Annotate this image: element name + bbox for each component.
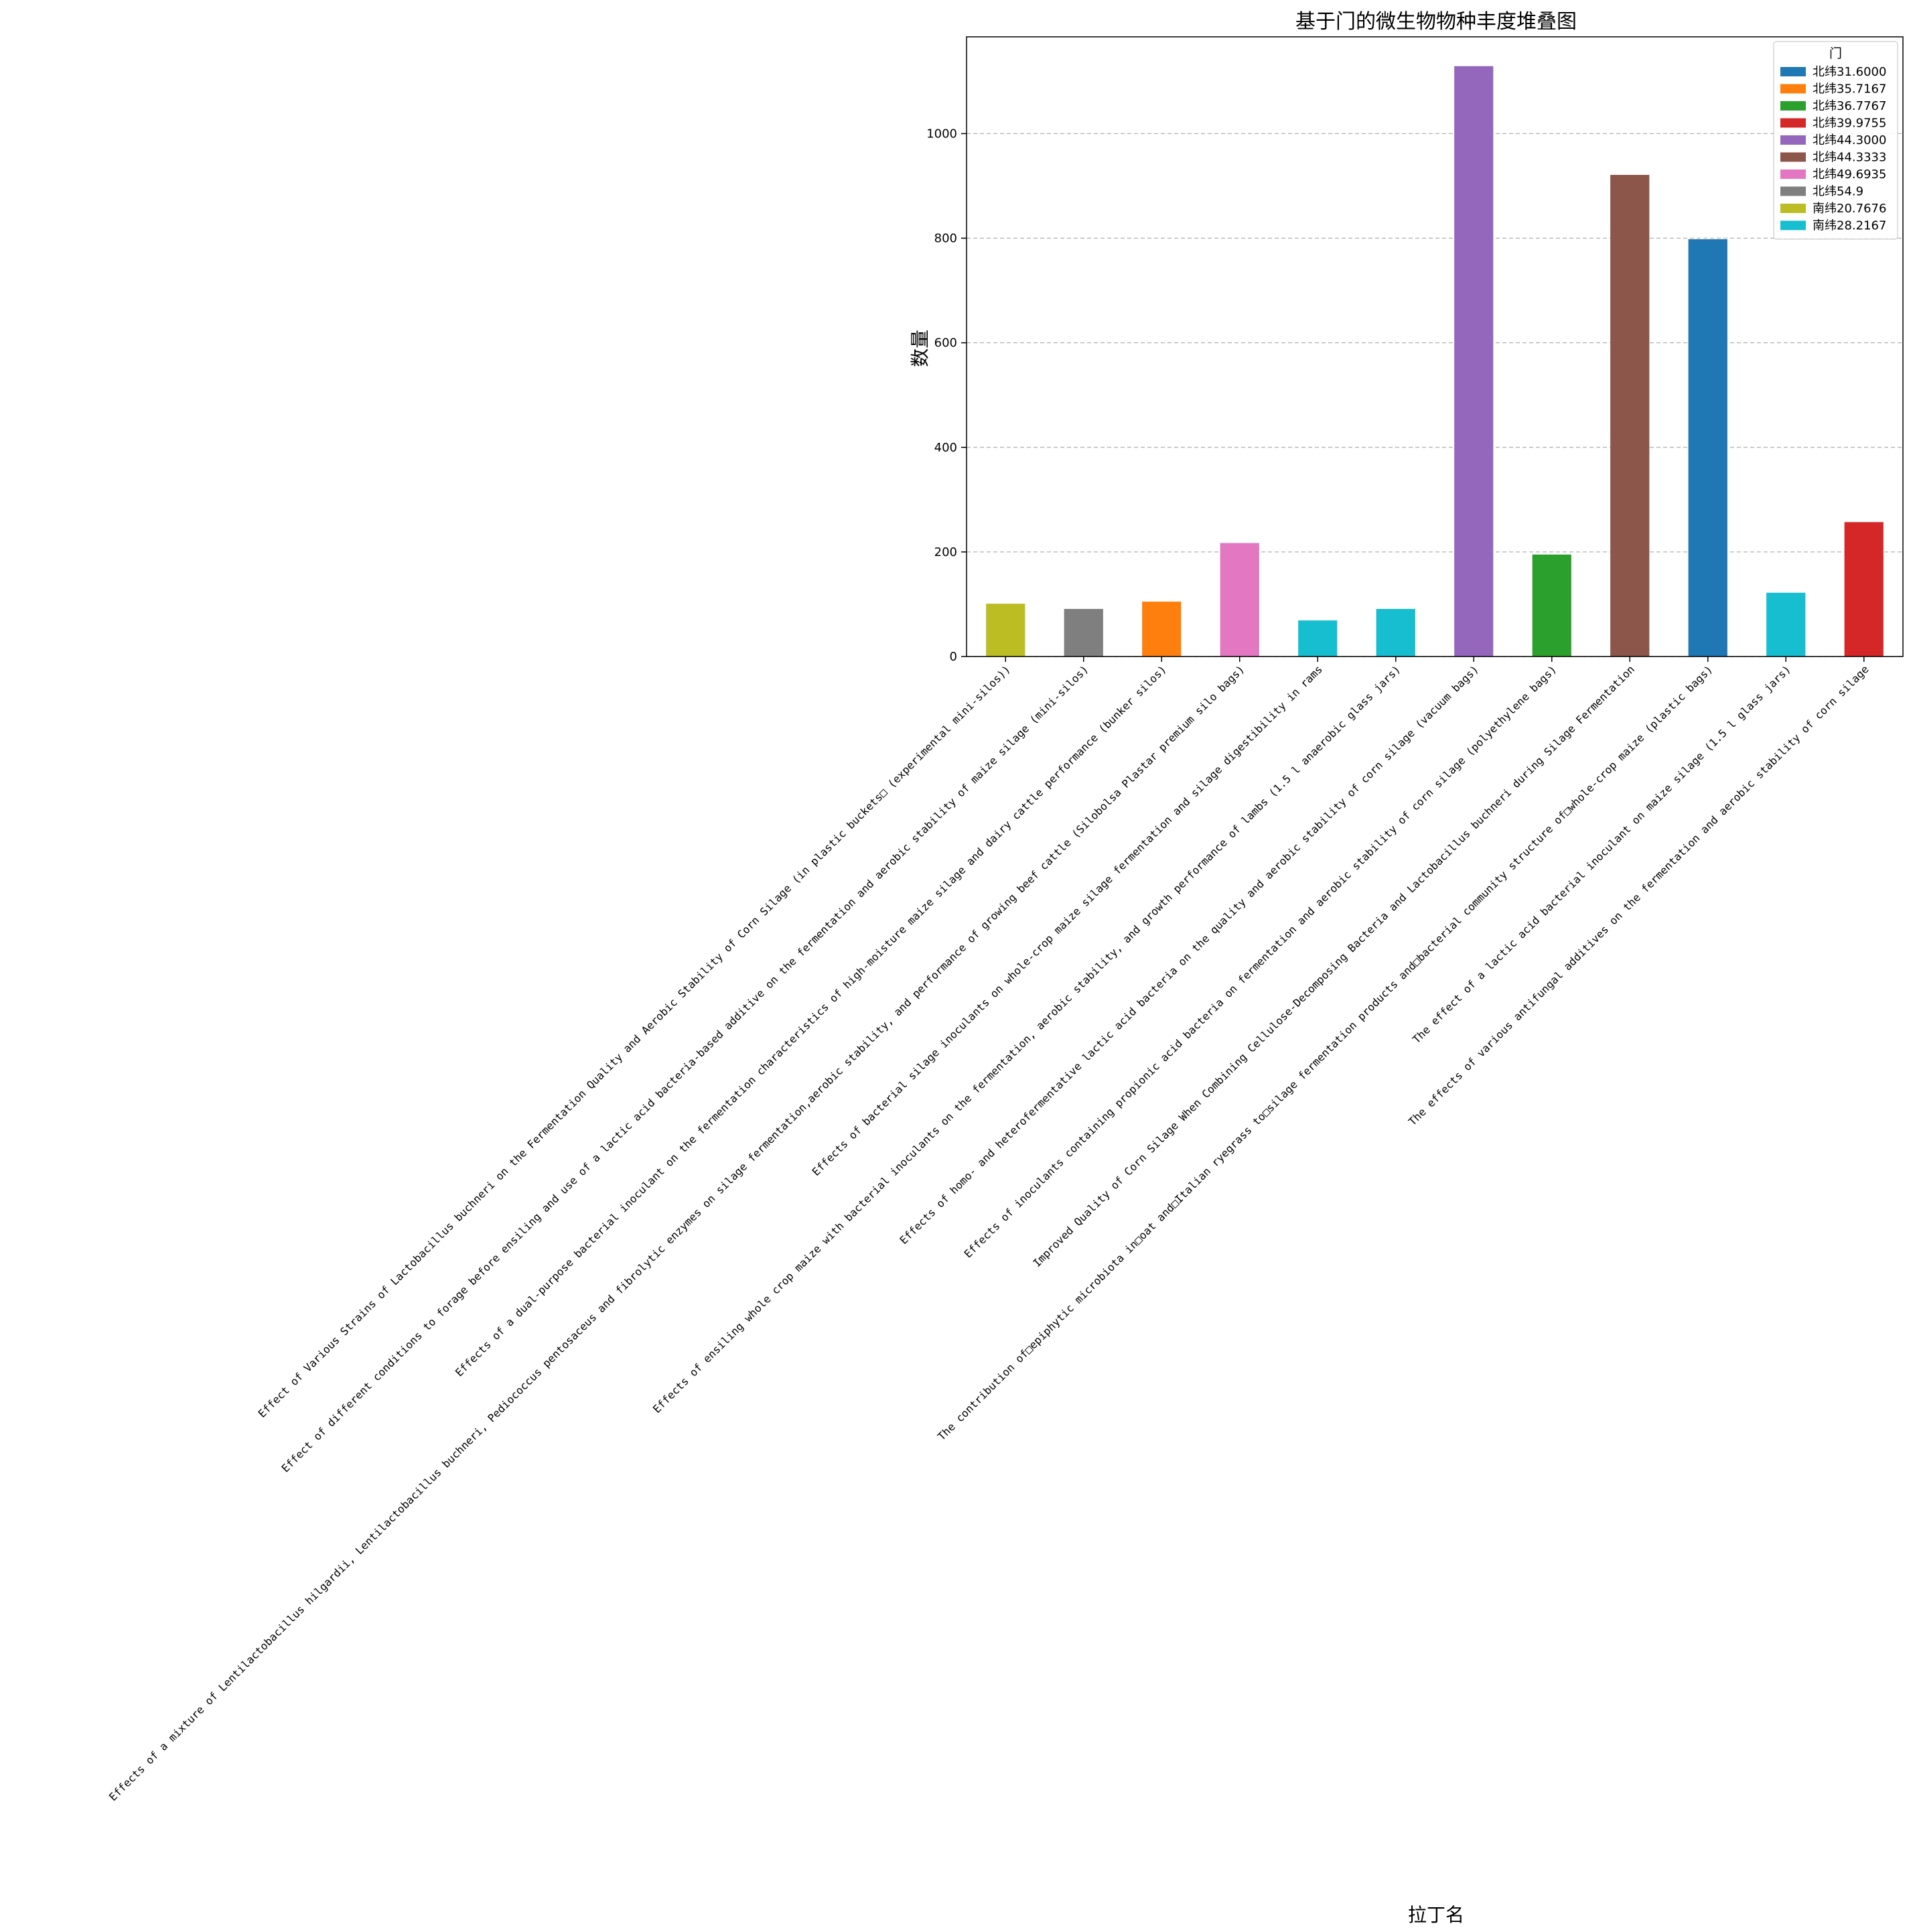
bar (986, 604, 1025, 657)
bar (1532, 554, 1571, 657)
x-tick-label: Effect of different conditions to forage… (279, 663, 1090, 1474)
bar (1376, 608, 1415, 657)
y-axis-label: 数量 (909, 330, 931, 367)
y-axis-ticks: 0 200 400 600 800 1000 (926, 127, 967, 664)
x-tick-label: Effect of Various Strains of Lactobacill… (256, 663, 1013, 1420)
bar (1844, 522, 1884, 657)
legend-swatch (1780, 118, 1806, 128)
bar (1454, 66, 1494, 657)
chart-title: 基于门的微生物物种丰度堆叠图 (1295, 10, 1577, 33)
y-tick-label: 800 (934, 232, 957, 246)
x-axis-label: 拉丁名 (1408, 1904, 1464, 1926)
legend-entry: 南纬20.7676 (1813, 202, 1886, 216)
x-tick-label: Effects of homo- and heterofermentative … (897, 663, 1481, 1247)
bar (1220, 543, 1259, 657)
legend-swatch (1780, 67, 1806, 76)
legend-entry: 北纬44.3333 (1813, 151, 1886, 165)
y-tick-label: 200 (934, 545, 957, 559)
bar (1142, 602, 1182, 657)
bar (1610, 175, 1650, 657)
legend-swatch (1780, 135, 1806, 145)
legend-swatch (1780, 101, 1806, 111)
legend-entry: 北纬54.9 (1813, 185, 1863, 199)
legend-entry: 北纬49.6935 (1813, 167, 1886, 182)
y-tick-label: 1000 (926, 127, 957, 141)
legend-swatch (1780, 169, 1806, 179)
y-tick-label: 400 (934, 441, 957, 455)
y-tick-label: 600 (934, 336, 957, 350)
x-tick-label: Effects of inoculants containing propion… (961, 663, 1559, 1260)
legend-swatch (1780, 84, 1806, 94)
legend-entry: 北纬44.3000 (1813, 133, 1886, 147)
legend-entry: 北纬39.9755 (1813, 117, 1886, 131)
x-tick-label: Effects of bacterial silage inoculants o… (810, 663, 1326, 1178)
legend-swatch (1780, 152, 1806, 162)
legend-entry: 北纬35.7167 (1813, 82, 1886, 96)
legend-entry: 北纬36.7767 (1813, 99, 1886, 113)
plot-area (966, 36, 1904, 657)
x-tick-label: Improved Quality of Corn Silage When Com… (1030, 663, 1637, 1269)
legend-entry: 北纬31.6000 (1813, 65, 1886, 79)
bar (1766, 592, 1806, 657)
gridlines (967, 133, 1903, 657)
bars (986, 66, 1884, 657)
x-tick-label: Effects of a dual-purpose bacterial inoc… (453, 663, 1169, 1379)
bar (1064, 608, 1103, 657)
bar (1298, 620, 1338, 657)
legend-entry: 南纬28.2167 (1813, 219, 1886, 233)
x-axis-ticks: Effect of Various Strains of Lactobacill… (107, 657, 1871, 1803)
bar (1688, 239, 1727, 657)
x-tick-label: Effects of ensiling whole crop maize wit… (650, 663, 1403, 1416)
legend-swatch (1780, 220, 1806, 230)
legend-swatch (1780, 186, 1806, 196)
y-tick-label: 0 (950, 650, 957, 664)
x-tick-label: The effect of a lactic acid bacterial in… (1410, 663, 1793, 1046)
legend-title: 门 (1829, 46, 1842, 61)
legend-swatch (1780, 204, 1806, 213)
